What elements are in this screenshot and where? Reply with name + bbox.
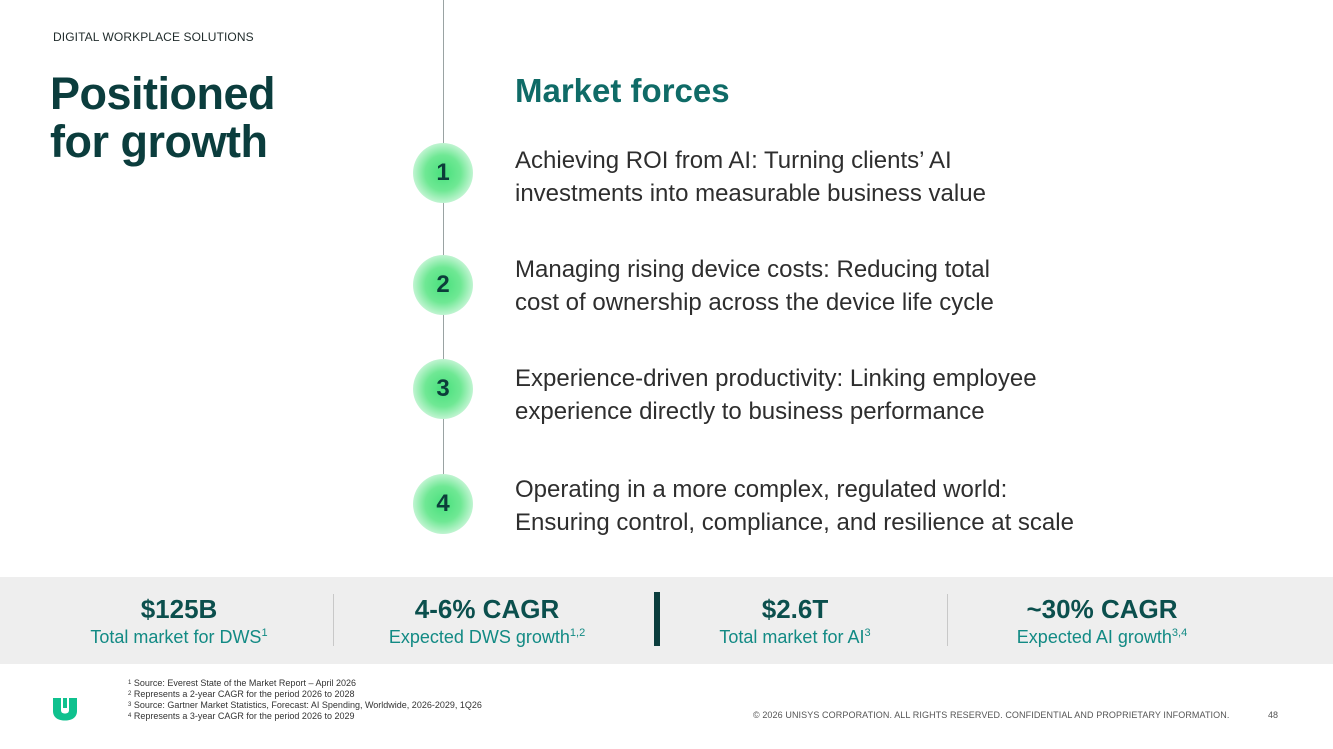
market-force-line: Managing rising device costs: Reducing t… [515,256,990,283]
footnote-marker: 4 [128,713,132,719]
stat-label-text: Total market for AI [719,627,865,647]
footnote-marker: 2 [128,691,132,697]
page-title-line-2: for growth [50,116,268,167]
footnote-text: Represents a 2-year CAGR for the period … [133,689,355,699]
market-force-line: Operating in a more complex, regulated w… [515,476,1008,503]
page-title-line-1: Positioned [50,68,276,119]
stat-value: 4-6% CAGR [414,594,560,624]
footnote-4: 4 Represents a 3-year CAGR for the perio… [128,711,482,722]
stat-label: Total market for AI3 [670,625,920,649]
number-badge-3: 3 [413,359,473,419]
badge-number: 3 [436,375,450,402]
market-force-item-4: 4 Operating in a more complex, regulated… [0,472,1333,542]
stat-label: Expected DWS growth1,2 [347,625,627,649]
number-badge-1: 1 [413,143,473,203]
footnote-text: Source: Everest State of the Market Repo… [133,678,356,688]
page-number: 48 [1268,710,1279,720]
stat-label-text: Expected AI growth [1016,627,1172,647]
footnote-text: Represents a 3-year CAGR for the period … [133,711,355,721]
market-force-text-2: Managing rising device costs: Reducing t… [515,253,1215,319]
market-force-line: experience directly to business performa… [515,398,985,425]
market-forces-heading: Market forces [515,72,730,109]
stat-divider [947,594,948,646]
footnote-marker: 1 [128,680,132,686]
footnote-marker: 3 [128,702,132,708]
number-badge-2: 2 [413,255,473,315]
stat-label-sup: 3,4 [1171,627,1188,639]
market-force-text-3: Experience-driven productivity: Linking … [515,362,1215,428]
number-badge-4: 4 [413,474,473,534]
stat-divider [333,594,334,646]
stat-ai-growth: ~30% CAGR Expected AI growth3,4 [962,593,1242,649]
stat-dws-growth: 4-6% CAGR Expected DWS growth1,2 [347,593,627,649]
stat-value: $2.6T [761,594,829,624]
stat-value: ~30% CAGR [1026,594,1178,624]
stat-label-sup: 1,2 [569,627,586,639]
stats-band: $125B Total market for DWS1 4-6% CAGR Ex… [0,577,1333,664]
market-force-line: Achieving ROI from AI: Turning clients’ … [515,147,952,174]
page-title: Positioned for growth [50,68,276,167]
market-force-item-2: 2 Managing rising device costs: Reducing… [0,252,1333,322]
badge-number: 4 [436,490,450,517]
stat-total-market-ai: $2.6T Total market for AI3 [670,593,920,649]
badge-number: 2 [436,271,450,298]
stat-label: Total market for DWS1 [54,625,304,649]
footnotes: 1 Source: Everest State of the Market Re… [128,678,482,722]
market-force-text-4: Operating in a more complex, regulated w… [515,473,1215,539]
market-force-item-3: 3 Experience-driven productivity: Linkin… [0,359,1333,431]
market-force-item-1: 1 Achieving ROI from AI: Turning clients… [0,143,1333,213]
timeline-line [443,0,444,505]
stat-label-text: Expected DWS growth [388,627,570,647]
market-force-line: Experience-driven productivity: Linking … [515,365,1037,392]
market-force-line: Ensuring control, compliance, and resili… [515,509,1074,536]
stat-value: $125B [140,594,218,624]
market-force-line: investments into measurable business val… [515,180,986,207]
copyright-notice: © 2026 UNISYS CORPORATION. ALL RIGHTS RE… [753,710,1230,720]
market-force-line: cost of ownership across the device life… [515,289,994,316]
stat-total-market-dws: $125B Total market for DWS1 [54,593,304,649]
footnote-text: Source: Gartner Market Statistics, Forec… [133,700,482,710]
section-label: DIGITAL WORKPLACE SOLUTIONS [53,30,254,44]
unisys-u-logo-icon [53,698,77,721]
badge-number: 1 [436,159,450,186]
footnote-1: 1 Source: Everest State of the Market Re… [128,678,482,689]
stat-label-sup: 3 [864,627,871,639]
stat-label: Expected AI growth3,4 [962,625,1242,649]
stat-label-text: Total market for DWS [90,627,262,647]
stat-label-sup: 1 [261,627,268,639]
footnote-2: 2 Represents a 2-year CAGR for the perio… [128,689,482,700]
footnote-3: 3 Source: Gartner Market Statistics, For… [128,700,482,711]
stat-group-divider [654,592,660,646]
market-force-text-1: Achieving ROI from AI: Turning clients’ … [515,144,1215,210]
